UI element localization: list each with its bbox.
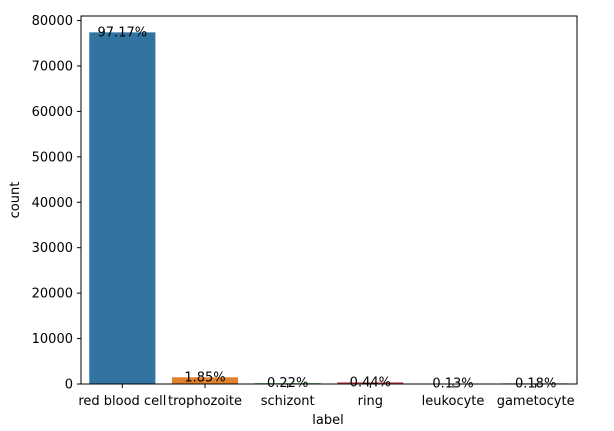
- y-tick-label: 80000: [32, 14, 73, 29]
- y-tick-label: 40000: [32, 196, 73, 211]
- x-tick-label: schizont: [261, 394, 315, 409]
- bars: [89, 32, 569, 385]
- y-axis-label: count: [8, 182, 23, 219]
- x-tick-label: gametocyte: [497, 394, 575, 409]
- y-tick-label: 10000: [32, 332, 73, 347]
- y-axis-ticks: 0 10000 20000 30000 40000 50000 60000 70000 8000…: [32, 14, 81, 393]
- data-labels: 97.17%1.85% 0.22% 0.44% 0.13% 0.18%: [98, 25, 557, 391]
- bar: [337, 382, 404, 384]
- x-tick-label: leukocyte: [422, 394, 485, 409]
- bar-data-label: 97.17%: [98, 25, 148, 40]
- y-tick-label: 70000: [32, 59, 73, 74]
- x-tick-label: ring: [358, 394, 383, 409]
- bar: [171, 377, 239, 384]
- y-tick-label: 0: [65, 378, 73, 393]
- bar: [89, 32, 156, 384]
- x-tick-label: trophozoite: [168, 394, 242, 409]
- y-tick-label: 50000: [32, 150, 73, 165]
- x-tick-label: red blood cell: [78, 394, 166, 409]
- x-axis-ticks: red blood cell trophozoite schizont ring leu…: [78, 384, 575, 409]
- y-tick-label: 30000: [32, 241, 73, 256]
- bar-data-label: 0.44%: [350, 375, 391, 390]
- bar-data-label: 1.85%: [184, 370, 225, 385]
- y-tick-label: 60000: [32, 105, 73, 120]
- y-tick-label: 20000: [32, 287, 73, 302]
- plot-frame: [80, 15, 578, 385]
- x-axis-label: label: [312, 413, 343, 428]
